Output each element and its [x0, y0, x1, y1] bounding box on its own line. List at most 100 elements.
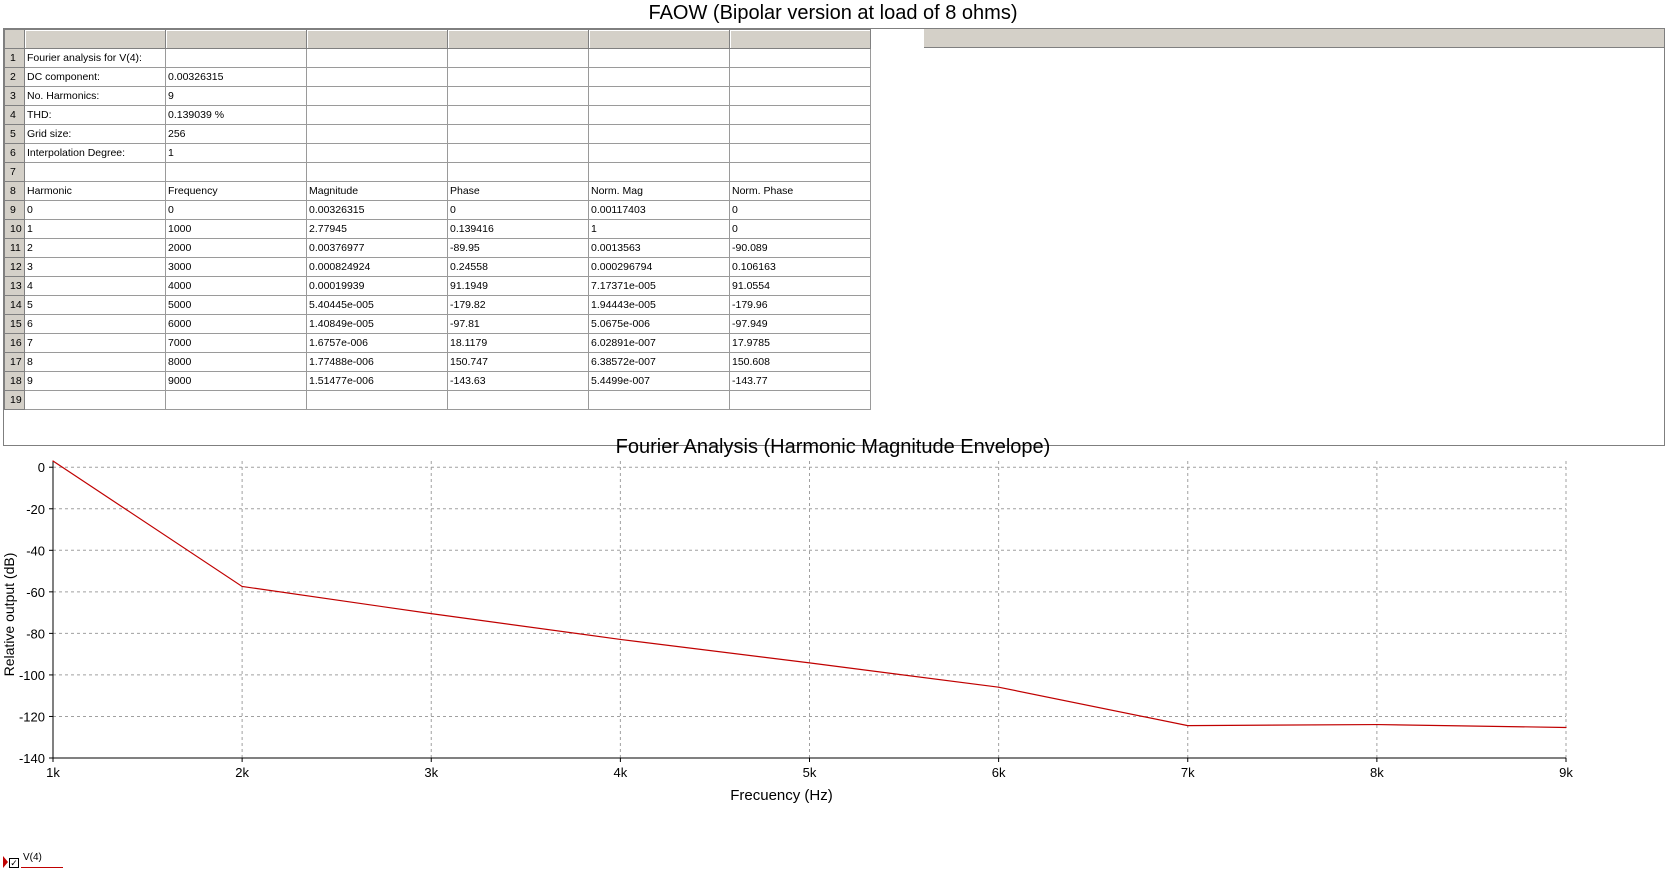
table-row[interactable]: 2 DC component: 0.00326315	[4, 67, 871, 87]
table-cell[interactable]: 1000	[165, 219, 307, 239]
table-cell[interactable]: 256	[165, 124, 307, 144]
table-cell[interactable]: DC component:	[24, 67, 166, 87]
table-row[interactable]: 16 7 7000 1.6757e-006 18.1179 6.02891e-007 17.…	[4, 333, 871, 353]
table-cell[interactable]: 9000	[165, 371, 307, 391]
column-header[interactable]	[165, 29, 307, 49]
table-cell[interactable]: Harmonic	[24, 181, 166, 201]
row-header[interactable]: 14	[4, 295, 25, 315]
table-cell[interactable]	[165, 390, 307, 410]
column-header[interactable]	[306, 29, 448, 49]
table-cell[interactable]: -179.82	[447, 295, 589, 315]
table-cell[interactable]	[447, 105, 589, 125]
table-row[interactable]: 9 0 0 0.00326315 0 0.00117403 0	[4, 200, 871, 220]
row-header[interactable]: 10	[4, 219, 25, 239]
fourier-chart[interactable]: 1k 2k 3k 4k 5k 6k 7k 8k 9k 0 -20 -40 -60 -80 -100 -120 -…	[0, 458, 1666, 848]
table-cell[interactable]	[588, 48, 730, 68]
table-cell[interactable]: 0.00117403	[588, 200, 730, 220]
table-cell[interactable]: 8000	[165, 352, 307, 372]
table-row[interactable]: 11 2 2000 0.00376977 -89.95 0.0013563 -90.089	[4, 238, 871, 258]
table-row[interactable]: 13 4 4000 0.00019939 91.1949 7.17371e-005 91.0…	[4, 276, 871, 296]
row-header[interactable]: 1	[4, 48, 25, 68]
table-cell[interactable]	[729, 67, 871, 87]
spreadsheet-grid[interactable]: 1 Fourier analysis for V(4): 2 DC component…	[4, 29, 871, 410]
table-cell[interactable]: Magnitude	[306, 181, 448, 201]
table-cell[interactable]	[165, 162, 307, 182]
row-header[interactable]: 11	[4, 238, 25, 258]
table-cell[interactable]	[729, 105, 871, 125]
table-row[interactable]: 14 5 5000 5.40445e-005 -179.82 1.94443e-005 -1…	[4, 295, 871, 315]
table-cell[interactable]: 0.00376977	[306, 238, 448, 258]
table-cell[interactable]: -143.77	[729, 371, 871, 391]
table-row[interactable]: 6 Interpolation Degree: 1	[4, 143, 871, 163]
table-cell[interactable]: 9	[165, 86, 307, 106]
table-cell[interactable]: 7.17371e-005	[588, 276, 730, 296]
table-cell[interactable]: 0.000296794	[588, 257, 730, 277]
table-row[interactable]: 3 No. Harmonics: 9	[4, 86, 871, 106]
row-header[interactable]: 6	[4, 143, 25, 163]
table-cell[interactable]	[165, 48, 307, 68]
table-cell[interactable]: 0	[729, 219, 871, 239]
table-cell[interactable]: 18.1179	[447, 333, 589, 353]
row-header[interactable]: 13	[4, 276, 25, 296]
table-cell[interactable]	[729, 162, 871, 182]
table-row[interactable]: 7	[4, 162, 871, 182]
table-cell[interactable]	[588, 143, 730, 163]
row-header[interactable]: 2	[4, 67, 25, 87]
table-cell[interactable]	[306, 67, 448, 87]
table-cell[interactable]: 150.747	[447, 352, 589, 372]
table-cell[interactable]: -143.63	[447, 371, 589, 391]
table-cell[interactable]: Frequency	[165, 181, 307, 201]
table-cell[interactable]: 2.77945	[306, 219, 448, 239]
row-header[interactable]: 3	[4, 86, 25, 106]
table-cell[interactable]: 3	[24, 257, 166, 277]
row-header[interactable]: 18	[4, 371, 25, 391]
table-cell[interactable]: Phase	[447, 181, 589, 201]
table-cell[interactable]: 8	[24, 352, 166, 372]
sheet-corner[interactable]	[4, 29, 25, 49]
table-cell[interactable]: 6	[24, 314, 166, 334]
table-cell[interactable]	[729, 86, 871, 106]
table-cell[interactable]: 9	[24, 371, 166, 391]
table-cell[interactable]: 1	[588, 219, 730, 239]
row-header[interactable]: 15	[4, 314, 25, 334]
table-cell[interactable]: 0.106163	[729, 257, 871, 277]
table-cell[interactable]	[588, 105, 730, 125]
table-row[interactable]: 12 3 3000 0.000824924 0.24558 0.000296794 0.10…	[4, 257, 871, 277]
table-cell[interactable]: 1.6757e-006	[306, 333, 448, 353]
table-cell[interactable]: 0	[447, 200, 589, 220]
table-cell[interactable]	[447, 124, 589, 144]
table-cell[interactable]: -97.81	[447, 314, 589, 334]
table-cell[interactable]	[306, 162, 448, 182]
table-row[interactable]: 4 THD: 0.139039 %	[4, 105, 871, 125]
table-cell[interactable]: 0.0013563	[588, 238, 730, 258]
table-cell[interactable]: 6000	[165, 314, 307, 334]
table-cell[interactable]: 0.00019939	[306, 276, 448, 296]
column-header[interactable]	[24, 29, 166, 49]
table-cell[interactable]	[306, 124, 448, 144]
table-cell[interactable]: Fourier analysis for V(4):	[24, 48, 166, 68]
table-row[interactable]: 19	[4, 390, 871, 410]
table-cell[interactable]	[306, 105, 448, 125]
table-row[interactable]: 10 1 1000 2.77945 0.139416 1 0	[4, 219, 871, 239]
row-header[interactable]: 9	[4, 200, 25, 220]
table-cell[interactable]	[24, 162, 166, 182]
row-header[interactable]: 12	[4, 257, 25, 277]
row-header[interactable]: 19	[4, 390, 25, 410]
table-cell[interactable]: 1.40849e-005	[306, 314, 448, 334]
table-cell[interactable]: -89.95	[447, 238, 589, 258]
table-cell[interactable]: -179.96	[729, 295, 871, 315]
table-cell[interactable]	[447, 162, 589, 182]
table-cell[interactable]	[447, 48, 589, 68]
table-cell[interactable]: 1.51477e-006	[306, 371, 448, 391]
row-header[interactable]: 5	[4, 124, 25, 144]
table-cell[interactable]: 0	[165, 200, 307, 220]
table-cell[interactable]: 1	[24, 219, 166, 239]
table-row[interactable]: 8 Harmonic Frequency Magnitude Phase Norm. Ma…	[4, 181, 871, 201]
table-cell[interactable]	[588, 390, 730, 410]
table-cell[interactable]	[447, 67, 589, 87]
table-cell[interactable]: 5	[24, 295, 166, 315]
row-header[interactable]: 4	[4, 105, 25, 125]
table-cell[interactable]: 4	[24, 276, 166, 296]
table-cell[interactable]: 91.0554	[729, 276, 871, 296]
table-cell[interactable]: 0.139039 %	[165, 105, 307, 125]
